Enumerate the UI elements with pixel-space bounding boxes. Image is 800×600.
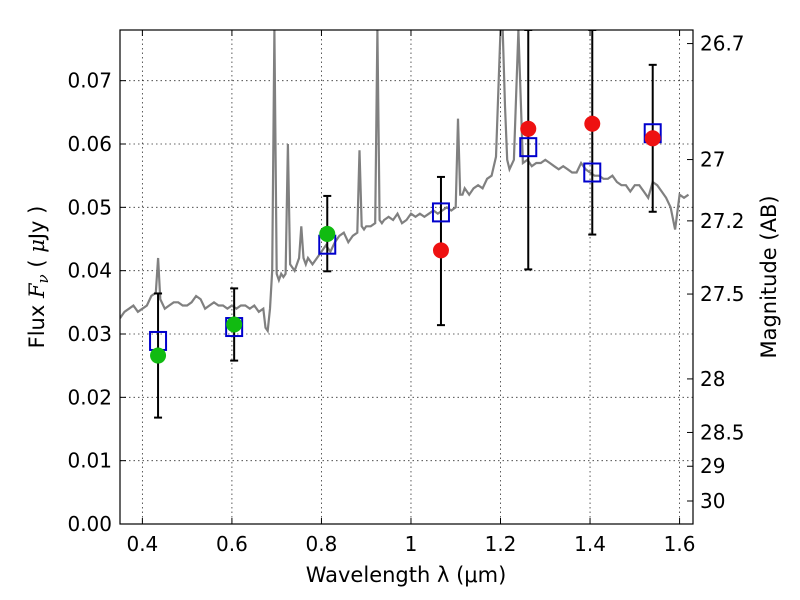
mag-tick-label: 27 <box>700 148 725 172</box>
mag-tick-label: 27.5 <box>700 282 745 306</box>
red-point <box>644 130 661 147</box>
mag-tick-label: 28 <box>700 367 725 391</box>
red-point <box>584 115 601 132</box>
y-tick-label: 0.07 <box>67 69 112 93</box>
plot-frame <box>119 29 694 525</box>
x-axis-label: Wavelength λ (μm) <box>306 563 507 587</box>
x-axis: 0.4 0.6 0.8 1 1.2 1.4 1.6 <box>126 30 695 556</box>
grid <box>120 30 693 524</box>
x-tick-label: 1.2 <box>485 532 517 556</box>
observed-points <box>150 115 661 364</box>
mag-tick-label: 30 <box>700 489 725 513</box>
mag-tick-label: 28.5 <box>700 420 745 444</box>
red-point <box>432 242 449 259</box>
x-tick-label: 0.4 <box>126 532 158 556</box>
y-axis: 0.00 0.01 0.02 0.03 0.04 0.05 0.06 0.07 <box>67 69 126 536</box>
model-square <box>519 137 538 158</box>
green-point <box>150 347 167 364</box>
y-tick-label: 0.00 <box>67 512 112 536</box>
x-tick-label: 0.6 <box>216 532 248 556</box>
mag-tick-label: 29 <box>700 454 725 478</box>
model-square <box>583 162 602 183</box>
y-tick-label: 0.05 <box>67 195 112 219</box>
green-point <box>319 225 336 242</box>
y-tick-label: 0.06 <box>67 132 112 156</box>
green-point <box>226 316 243 333</box>
y-axis-label: Flux Fν ( μJy ) <box>25 206 52 349</box>
mag-tick-label: 26.7 <box>700 32 745 56</box>
error-bars <box>154 30 657 419</box>
right-magnitude-axis: 26.7 27 27.2 27.5 28 28.5 29 30 <box>687 32 745 513</box>
x-tick-label: 1 <box>405 532 418 556</box>
model-points <box>149 123 662 351</box>
y-tick-label: 0.01 <box>67 449 112 473</box>
mag-tick-label: 27.2 <box>700 209 745 233</box>
x-tick-label: 1.4 <box>574 532 606 556</box>
y-tick-label: 0.02 <box>67 385 112 409</box>
spectrum-line <box>120 30 690 334</box>
right-axis-label: Magnitude (AB) <box>757 195 781 358</box>
y-tick-label: 0.03 <box>67 322 112 346</box>
model-square <box>431 202 450 223</box>
x-tick-label: 1.6 <box>664 532 696 556</box>
plot-area <box>120 30 690 419</box>
x-tick-label: 0.8 <box>306 532 338 556</box>
y-tick-label: 0.04 <box>67 259 112 283</box>
red-point <box>520 120 537 137</box>
